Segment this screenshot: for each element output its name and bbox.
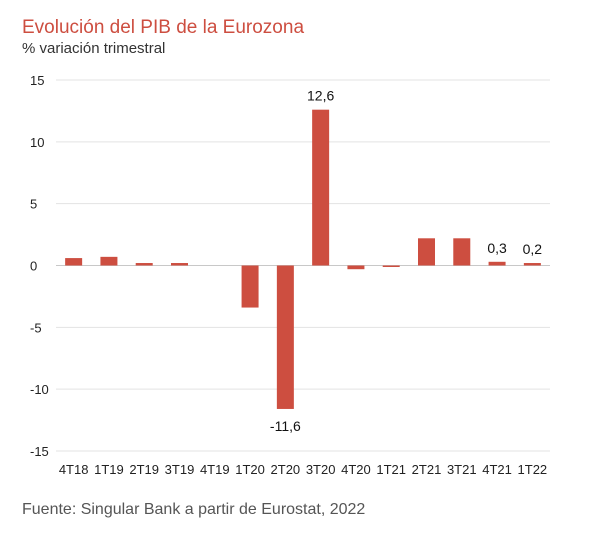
bars: [65, 109, 541, 409]
data-label: -11,6: [270, 418, 301, 434]
y-tick-label: -10: [30, 382, 49, 397]
bar: [276, 265, 294, 409]
data-label: 0,2: [523, 241, 543, 257]
x-tick-label: 4T20: [341, 462, 371, 477]
data-label: 12,6: [307, 88, 334, 104]
x-tick-label: 2T21: [412, 462, 442, 477]
bar: [347, 265, 365, 270]
bar: [488, 261, 506, 266]
x-tick-label: 1T22: [518, 462, 548, 477]
x-tick-label: 1T19: [94, 462, 124, 477]
y-tick-label: -5: [30, 320, 42, 335]
y-tick-label: 0: [30, 259, 37, 274]
y-tick-label: -15: [30, 444, 49, 459]
x-tick-label: 1T20: [235, 462, 265, 477]
source-note: Fuente: Singular Bank a partir de Eurost…: [22, 501, 366, 518]
y-axis-ticks: 15 10 5 0 -5 -10 -15: [30, 73, 49, 459]
bar: [523, 263, 541, 266]
data-labels: -11,6 12,6 0,3 0,2: [270, 88, 542, 434]
data-label: 0,3: [487, 240, 507, 256]
bar: [418, 238, 435, 266]
y-tick-label: 5: [30, 197, 37, 212]
bar: [453, 238, 471, 266]
y-tick-label: 10: [30, 135, 44, 150]
chart-subtitle: % variación trimestral: [22, 40, 166, 57]
x-tick-label: 4T18: [59, 462, 89, 477]
bar: [135, 263, 153, 266]
bar: [241, 265, 259, 308]
bar: [382, 265, 400, 267]
grid-lines: [56, 79, 550, 452]
x-tick-label: 2T20: [271, 462, 301, 477]
bar: [65, 258, 83, 266]
x-axis-ticks: 4T18 1T19 2T19 3T19 4T19 1T20 2T20 3T20 4T20 1T21…: [59, 462, 547, 477]
chart-title: Evolución del PIB de la Eurozona: [22, 17, 305, 38]
x-tick-label: 1T21: [376, 462, 406, 477]
x-tick-label: 3T21: [447, 462, 477, 477]
y-tick-label: 15: [30, 73, 44, 88]
x-tick-label: 3T20: [306, 462, 336, 477]
x-tick-label: 4T19: [200, 462, 230, 477]
x-tick-label: 3T19: [165, 462, 195, 477]
bar: [312, 109, 330, 266]
x-tick-label: 2T19: [129, 462, 159, 477]
bar: [100, 256, 118, 266]
bar: [171, 263, 188, 266]
x-tick-label: 4T21: [482, 462, 512, 477]
